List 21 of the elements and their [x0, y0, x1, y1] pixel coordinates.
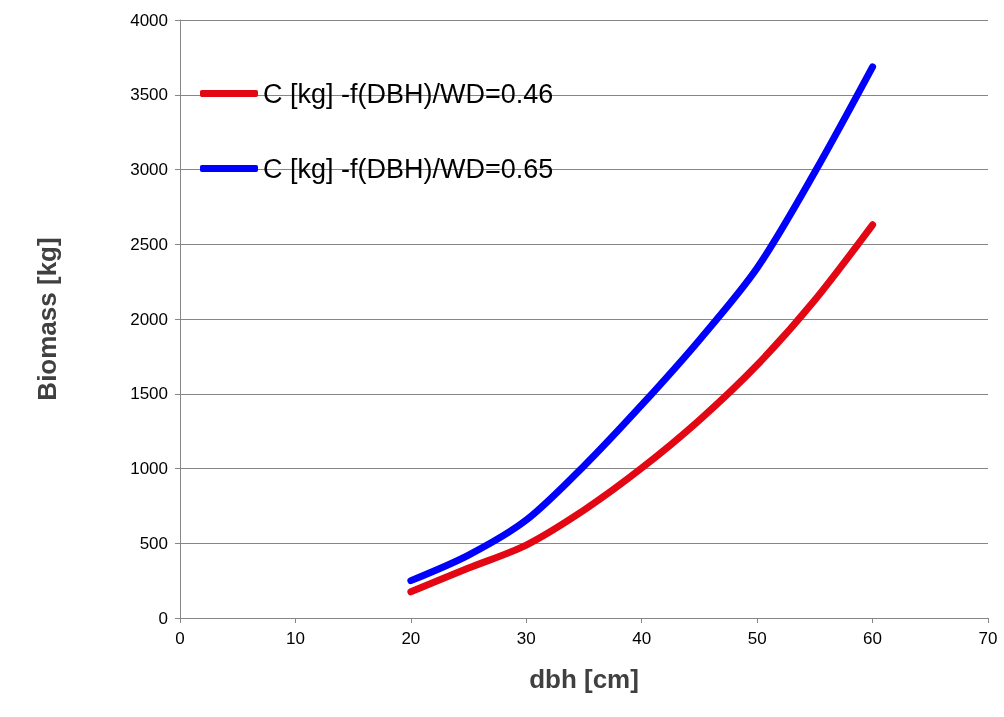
x-tick-label: 50	[747, 629, 767, 648]
y-tick-label: 2000	[130, 309, 168, 329]
y-tick-label: 1500	[130, 384, 168, 404]
y-tick-label: 2500	[130, 234, 168, 254]
legend-label: C [kg] -f(DBH)/WD=0.46	[263, 78, 554, 109]
y-tick-label: 3000	[130, 160, 168, 179]
x-tick-label: 0	[175, 629, 185, 648]
legend-label: C [kg] -f(DBH)/WD=0.65	[263, 153, 554, 184]
y-axis-title: Biomass [kg]	[32, 237, 62, 401]
y-tick-label: 500	[139, 533, 168, 553]
y-tick-label: 3500	[130, 85, 168, 105]
x-tick-label: 20	[401, 629, 421, 648]
y-tick-label: 4000	[130, 10, 168, 30]
y-tick-label: 1000	[130, 459, 168, 478]
x-tick-label: 70	[978, 629, 998, 648]
x-tick-label: 10	[285, 629, 305, 648]
x-tick-label: 60	[863, 629, 883, 648]
y-tick-label: 0	[158, 608, 168, 628]
x-axis-title: dbh [cm]	[529, 664, 639, 694]
x-tick-label: 40	[632, 629, 652, 648]
x-tick-label: 30	[516, 629, 536, 648]
